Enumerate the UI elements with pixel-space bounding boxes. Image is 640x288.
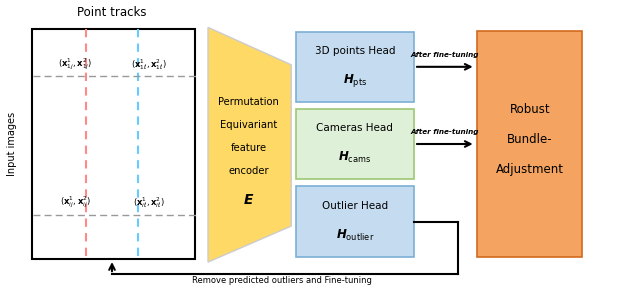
Text: feature: feature <box>230 143 266 153</box>
Text: $(\mathbf{x}_{i\ell}^{1},\mathbf{x}_{i\ell}^{2})$: $(\mathbf{x}_{i\ell}^{1},\mathbf{x}_{i\e… <box>133 195 165 210</box>
Text: Robust: Robust <box>509 103 550 116</box>
FancyBboxPatch shape <box>296 32 414 102</box>
Text: $(\mathbf{x}_{ij}^{1},\mathbf{x}_{ij}^{2})$: $(\mathbf{x}_{ij}^{1},\mathbf{x}_{ij}^{2… <box>60 195 91 210</box>
FancyBboxPatch shape <box>296 186 414 257</box>
Text: $(\mathbf{x}_{1\ell}^{1},\mathbf{x}_{1\ell}^{2})$: $(\mathbf{x}_{1\ell}^{1},\mathbf{x}_{1\e… <box>131 57 167 72</box>
Text: Bundle-: Bundle- <box>507 133 553 146</box>
Text: Adjustment: Adjustment <box>496 163 564 177</box>
Text: $(\mathbf{x}_{1j}^{1},\mathbf{x}_{1j}^{2})$: $(\mathbf{x}_{1j}^{1},\mathbf{x}_{1j}^{2… <box>58 56 93 72</box>
Text: $\boldsymbol{H}_{\mathrm{pts}}$: $\boldsymbol{H}_{\mathrm{pts}}$ <box>343 72 367 89</box>
Polygon shape <box>208 27 291 262</box>
Text: $\boldsymbol{H}_{\mathrm{cams}}$: $\boldsymbol{H}_{\mathrm{cams}}$ <box>338 150 372 165</box>
FancyBboxPatch shape <box>32 29 195 259</box>
Text: $\boldsymbol{E}$: $\boldsymbol{E}$ <box>243 193 254 207</box>
Text: $\boldsymbol{H}_{\mathrm{outlier}}$: $\boldsymbol{H}_{\mathrm{outlier}}$ <box>335 228 374 243</box>
Text: encoder: encoder <box>228 166 269 176</box>
Text: 3D points Head: 3D points Head <box>315 46 395 56</box>
Text: Input images: Input images <box>6 112 17 176</box>
FancyBboxPatch shape <box>477 31 582 257</box>
Text: Equivariant: Equivariant <box>220 120 277 130</box>
Text: Permutation: Permutation <box>218 97 279 107</box>
FancyBboxPatch shape <box>296 109 414 179</box>
Text: Point tracks: Point tracks <box>77 6 147 20</box>
Text: Cameras Head: Cameras Head <box>316 123 394 133</box>
Text: After fine-tuning: After fine-tuning <box>410 129 479 135</box>
Text: Outlier Head: Outlier Head <box>322 201 388 211</box>
Text: Remove predicted outliers and Fine-tuning: Remove predicted outliers and Fine-tunin… <box>191 276 372 285</box>
Text: After fine-tuning: After fine-tuning <box>410 52 479 58</box>
